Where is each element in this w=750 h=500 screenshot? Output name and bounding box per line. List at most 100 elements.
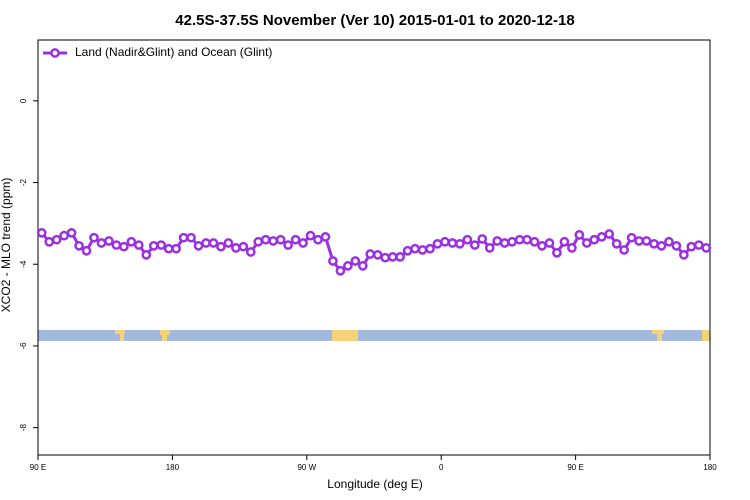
point [656,241,667,251]
point [604,229,615,239]
point [469,240,480,250]
x-tick-label: 90 W [297,463,316,472]
point [104,236,114,246]
point [163,243,174,254]
point [432,238,443,249]
y-tick-label: -8 [19,424,28,432]
point [89,232,99,243]
point [402,245,413,256]
point [36,227,47,238]
point [298,238,308,248]
point [387,252,398,262]
point [686,241,697,252]
point [634,236,644,246]
land-ocean-strip [38,330,710,341]
point [357,261,368,271]
point [223,238,234,248]
point [559,236,570,247]
x-tick-label: 180 [703,463,717,472]
point [440,236,450,247]
point [679,250,689,260]
point [126,236,137,247]
point [693,240,704,250]
point [313,234,323,245]
point [641,236,652,246]
point [447,238,458,248]
point [133,240,144,250]
point [216,241,226,252]
x-tick-label: 90 E [30,463,46,472]
point [507,236,517,247]
point [178,232,189,243]
point [522,234,532,245]
point [96,238,107,248]
point [66,227,77,238]
point [186,232,196,243]
point [283,240,293,250]
point [253,236,264,247]
point [201,238,211,248]
point [111,240,122,250]
point [350,256,361,266]
point [208,238,219,248]
point [701,243,712,253]
point [335,265,346,276]
point [320,232,331,242]
point [619,245,629,255]
point [537,241,547,251]
point [484,243,495,253]
point [148,241,159,251]
point [365,249,376,259]
point [649,238,659,249]
point [59,230,69,241]
point [81,245,92,256]
point [492,236,503,246]
point [260,234,271,245]
point [245,247,256,257]
point [343,261,353,271]
y-tick-label: -4 [19,260,28,268]
x-axis-label: Longitude (deg E) [327,477,422,491]
point [417,245,428,255]
point [462,234,473,245]
point [611,238,622,249]
point [574,229,585,240]
point [372,250,383,260]
legend-label: Land (Nadir&Glint) and Ocean (Glint) [75,45,272,59]
point [626,232,637,243]
legend-marker [50,48,60,58]
x-tick-label: 0 [439,463,444,472]
point [552,247,562,258]
point [268,236,279,246]
point [44,236,55,247]
point [231,243,241,253]
point [305,230,316,241]
point [328,256,338,266]
point [290,234,301,245]
y-axis-label: XCO2 - MLO trend (ppm) [0,178,13,313]
point [567,243,577,253]
point [395,252,405,262]
point [119,241,129,252]
point [380,252,391,263]
point [589,234,600,245]
point [275,234,286,245]
chart-title: 42.5S-37.5S November (Ver 10) 2015-01-01… [175,12,574,29]
point [671,241,682,251]
point [51,234,62,245]
x-tick-label: 90 E [567,463,583,472]
point [581,238,592,248]
point [171,243,181,254]
point [74,241,84,251]
point [477,234,488,244]
point [664,236,674,247]
point [455,238,465,249]
x-tick-label: 180 [166,463,180,472]
y-tick-label: 0 [19,98,28,103]
point [514,234,525,245]
point [544,238,555,248]
point [425,243,435,254]
point [193,241,204,251]
point [141,250,152,260]
point [499,238,510,248]
